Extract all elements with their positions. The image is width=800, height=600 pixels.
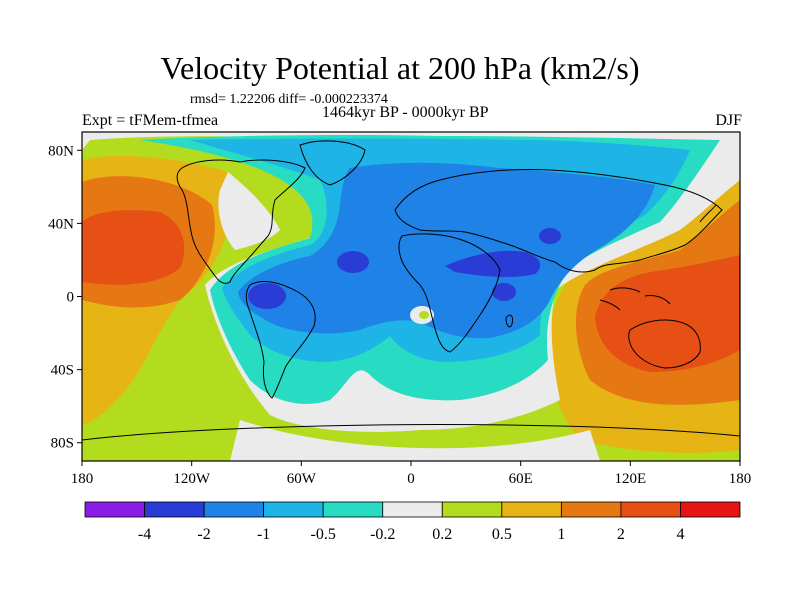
colorbar-box — [680, 501, 741, 518]
colorbar-box — [501, 501, 562, 518]
coast-antarctica — [82, 424, 740, 441]
lat-tick-label: 80N — [48, 143, 74, 159]
coast-europe-asia — [394, 168, 723, 273]
colorbar-box — [560, 501, 622, 518]
field-mid-blue-region — [238, 162, 655, 339]
colorbar-box — [620, 501, 681, 518]
field-antarctic-neutral — [230, 420, 600, 461]
colorbar-label: -0.2 — [370, 526, 395, 543]
coast-japan — [699, 204, 717, 223]
coast-australia — [628, 319, 701, 369]
field-dark-blue-amazon — [248, 283, 286, 309]
lat-tick-label: 0 — [67, 290, 75, 306]
field-dark-blue-atlantic — [337, 251, 369, 273]
field-dark-blue-africa — [445, 250, 541, 278]
experiment-label: Expt = tFMem-tfmea — [82, 112, 219, 129]
colorbar-label: -2 — [197, 526, 210, 543]
longitude-axis: 180 120W 60W 0 60E 120E 180 — [71, 461, 752, 487]
colorbar-label: 0.2 — [432, 526, 452, 543]
coastlines — [82, 140, 740, 441]
colorbar-box — [263, 501, 324, 518]
field-north-america-neutral — [218, 172, 280, 250]
colorbar-box — [203, 501, 265, 518]
coast-madagascar — [505, 314, 513, 328]
colorbar-box — [84, 501, 145, 518]
lon-tick-label: 180 — [729, 471, 752, 487]
field-east-pacific-2 — [82, 210, 185, 285]
coast-indonesia — [599, 287, 671, 311]
period-label: 1464kyr BP - 0000kyr BP — [322, 104, 489, 121]
colorbar-box — [322, 501, 384, 518]
latitude-axis: 80N 40N 0 40S 80S — [48, 143, 82, 452]
plot-title: Velocity Potential at 200 hPa (km2/s) — [160, 50, 640, 86]
field-dark-blue-india — [539, 228, 561, 244]
field-south-atlantic-core — [419, 311, 429, 319]
field-dark-blue-indian — [492, 283, 516, 301]
contour-field — [82, 132, 740, 461]
coast-africa — [398, 233, 501, 353]
colorbar-label: -1 — [257, 526, 270, 543]
colorbar-label: -4 — [138, 526, 151, 543]
colorbar: -4 -2 -1 -0.5 -0.2 0.2 0.5 1 2 4 — [84, 501, 741, 543]
season-label: DJF — [715, 112, 742, 129]
lon-tick-label: 60W — [287, 471, 317, 487]
lat-tick-label: 40N — [48, 216, 74, 232]
lon-tick-label: 60E — [509, 471, 533, 487]
lat-tick-label: 40S — [51, 363, 74, 379]
lon-tick-label: 180 — [71, 471, 94, 487]
stats-label: rmsd= 1.22206 diff= -0.000223374 — [190, 92, 388, 107]
colorbar-box — [441, 501, 503, 518]
lon-tick-label: 120W — [173, 471, 211, 487]
coast-greenland — [299, 140, 366, 186]
colorbar-box — [144, 501, 205, 518]
lon-tick-label: 120E — [614, 471, 646, 487]
colorbar-label: 0.5 — [492, 526, 512, 543]
lon-tick-label: 0 — [407, 471, 415, 487]
lat-tick-label: 80S — [51, 436, 74, 452]
colorbar-label: 1 — [557, 526, 565, 543]
colorbar-label: 4 — [676, 526, 684, 543]
field-west-pacific-2 — [595, 255, 740, 372]
colorbar-label: 2 — [617, 526, 625, 543]
coast-north-america — [176, 159, 306, 284]
coast-south-america — [245, 281, 316, 399]
colorbar-label: -0.5 — [311, 526, 336, 543]
colorbar-box — [382, 501, 443, 518]
